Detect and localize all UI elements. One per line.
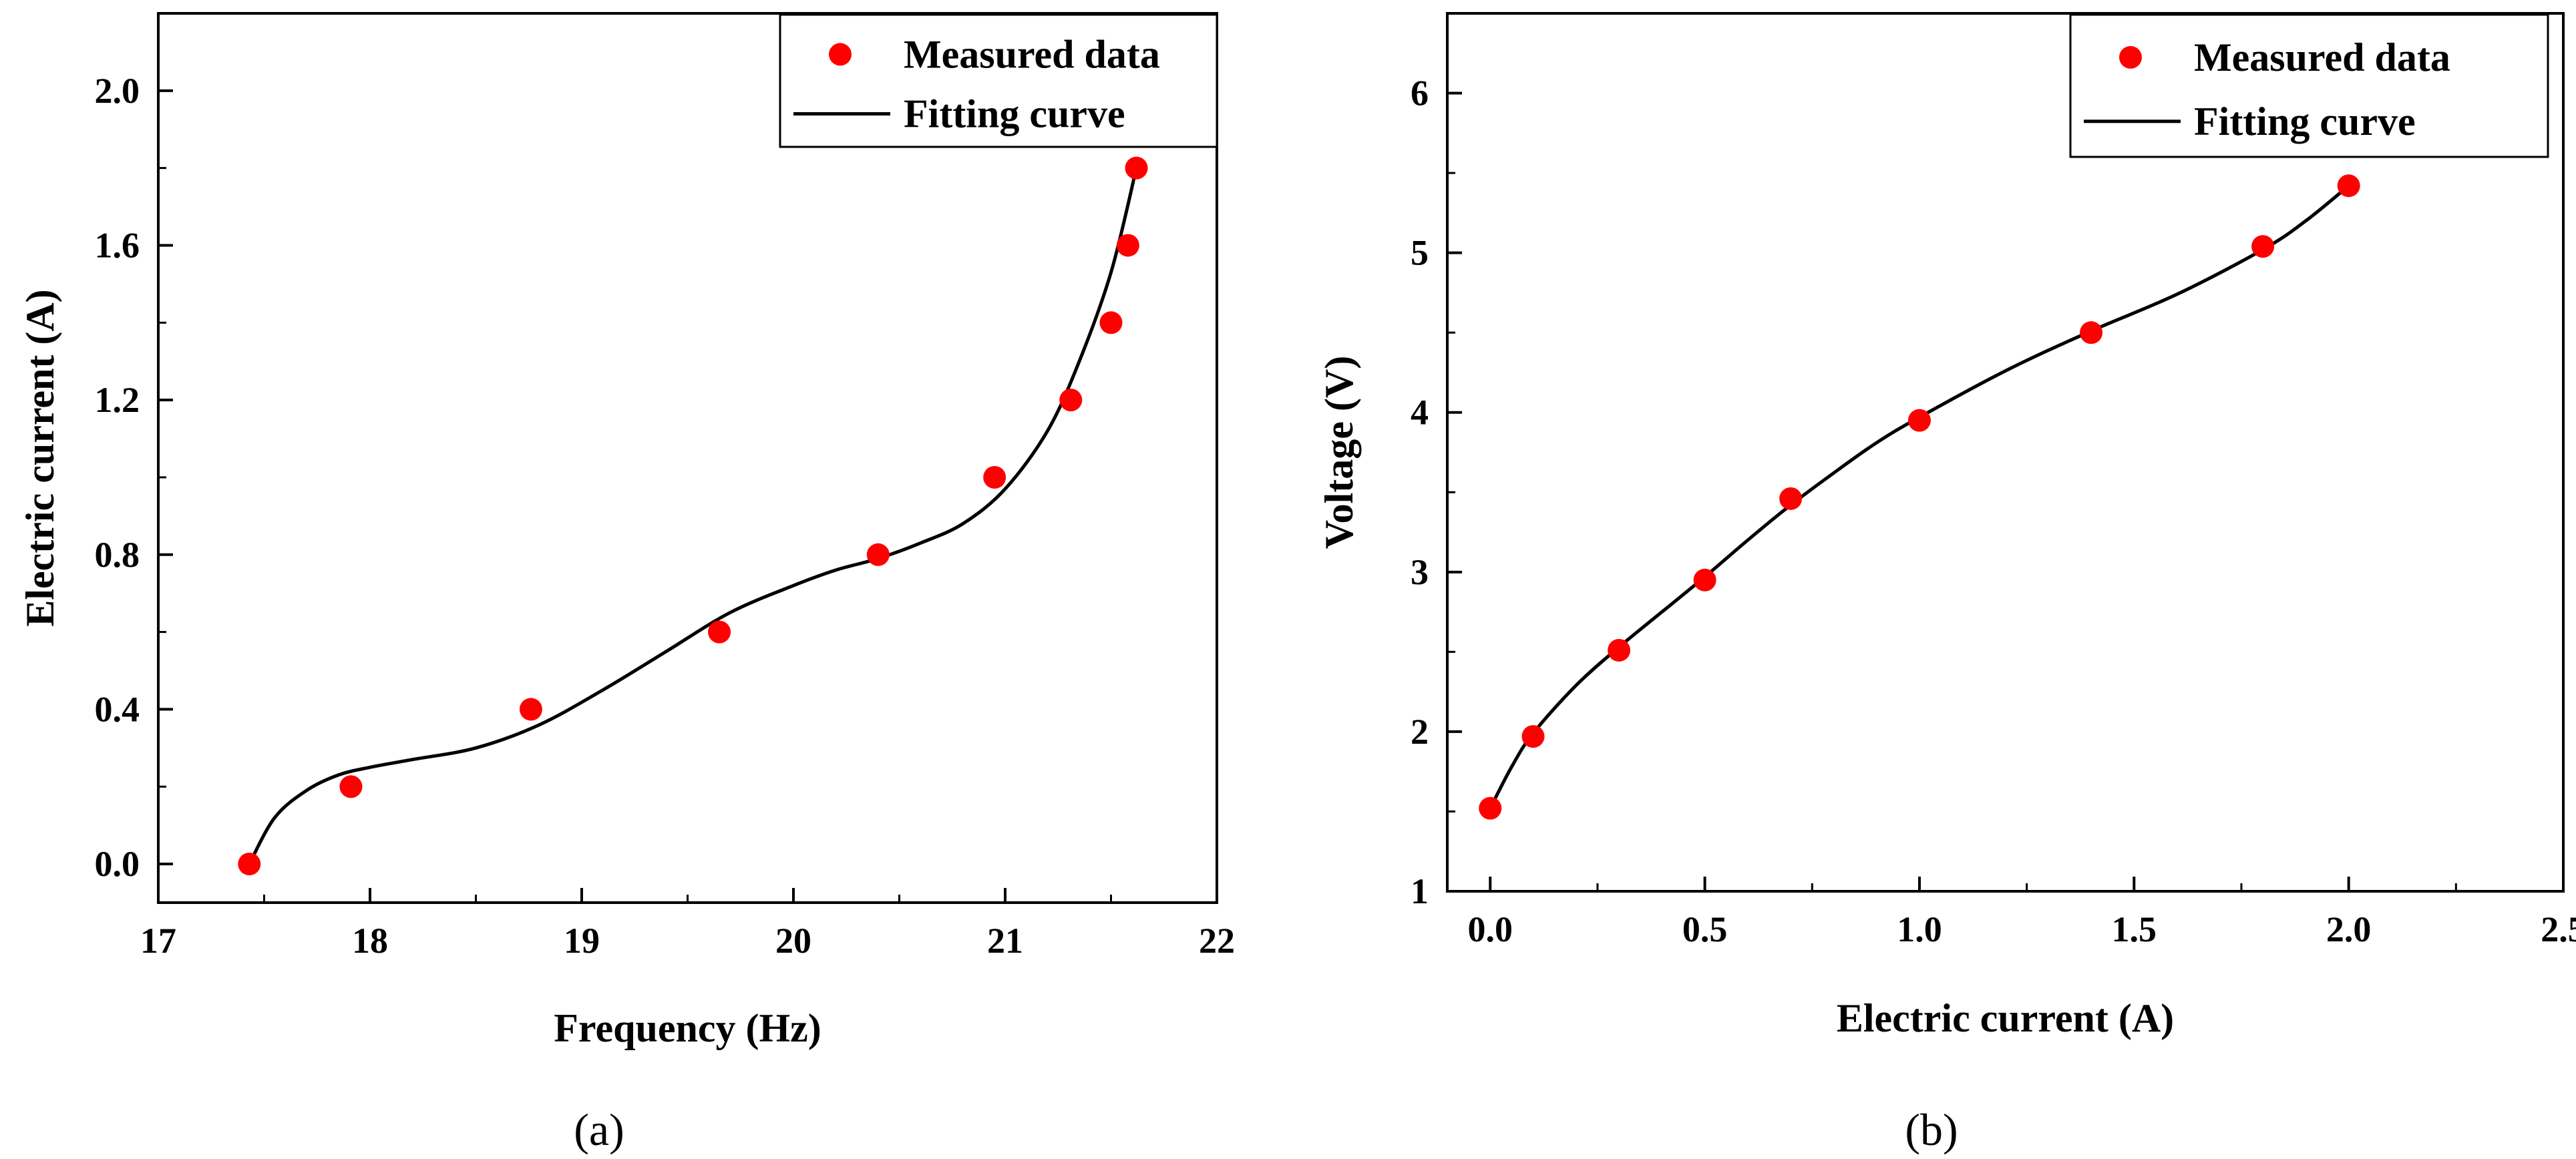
panel-a-data-point [519, 698, 542, 721]
panel-a-y-tick-label: 1.2 [95, 380, 140, 420]
panel-a-legend-box [779, 13, 1218, 148]
panel-a-y-tick-label: 0.4 [95, 689, 140, 729]
panel-a-y-tick-label: 2.0 [95, 71, 140, 111]
panel-b-y-tick-label: 4 [1411, 393, 1429, 433]
panel-a-chart: 17 18 19 20 21 22 0.0 0.4 0.8 1.2 1.6 2.0 Measured … [18, 12, 1235, 1155]
panel-a-data-point [1099, 311, 1123, 334]
panel-b-x-tick-label: 2.5 [2541, 909, 2576, 949]
panel-b-data-point [1907, 409, 1931, 432]
panel-b-x-tick-label: 0.5 [1682, 909, 1728, 949]
panel-b-data-point [1608, 638, 1631, 662]
panel-a-x-tick-label: 22 [1199, 921, 1235, 961]
panel-a-x-axis-label: Frequency (Hz) [554, 1006, 821, 1050]
panel-b-data-point [1779, 487, 1803, 510]
panel-a-y-tick-label: 0.0 [95, 844, 140, 884]
panel-a-data-point [866, 543, 890, 566]
panel-b-data-point [2080, 321, 2103, 344]
panel-b-y-tick-label: 1 [1411, 871, 1429, 911]
panel-b-data-point [1521, 725, 1545, 748]
panel-b-x-tick-label: 1.5 [2112, 909, 2157, 949]
panel-b-data-point [1479, 796, 1502, 820]
panel-b-y-tick-label: 2 [1411, 712, 1429, 752]
panel-b-legend-fitting-label: Fitting curve [2194, 99, 2416, 144]
panel-a-x-tick-label: 19 [564, 921, 600, 961]
panel-a-data-point [238, 853, 261, 876]
panel-a-data-point [983, 465, 1006, 489]
panel-a-x-tick-label: 20 [775, 921, 811, 961]
panel-a-x-tick-label: 17 [140, 921, 176, 961]
panel-b-y-tick-label: 5 [1411, 233, 1429, 273]
panel-b-data-point [2251, 235, 2275, 258]
panel-a-data-point [1116, 234, 1139, 257]
panel-b-x-axis-label: Electric current (A) [1837, 996, 2174, 1040]
panel-a-data-point [339, 775, 363, 798]
panel-a-data-point [708, 620, 731, 644]
panel-a-legend-measured-label: Measured data [904, 32, 1160, 76]
panel-b-y-tick-label: 6 [1411, 73, 1429, 113]
panel-a-x-tick-label: 21 [987, 921, 1023, 961]
panel-a-legend-marker [829, 43, 852, 66]
panel-a-y-tick-label: 0.8 [95, 535, 140, 575]
panel-a-legend-fitting-label: Fitting curve [904, 92, 1125, 136]
panel-b-fitting-curve [1489, 184, 2350, 809]
panel-b-y-tick-label: 3 [1411, 552, 1429, 592]
panel-a-legend: Measured data Fitting curve [779, 13, 1218, 148]
panel-a-data-point [1059, 389, 1083, 412]
panel-a-label: (a) [574, 1104, 624, 1155]
panel-b-legend-marker [2119, 45, 2142, 69]
panel-a-fitting-curve [248, 168, 1138, 865]
panel-b-plot-frame [1446, 12, 2565, 893]
panel-a-data-point [1125, 156, 1148, 180]
panel-b-label: (b) [1905, 1104, 1958, 1155]
panel-b-legend: Measured data Fitting curve [2069, 13, 2549, 158]
panel-b-x-tick-label: 2.0 [2326, 909, 2372, 949]
panel-b-data-point [1693, 568, 1716, 592]
panel-b-x-tick-label: 0.0 [1468, 909, 1513, 949]
panel-b-legend-box [2069, 13, 2549, 158]
panel-b-y-axis-label: Voltage (V) [1317, 356, 1361, 549]
panel-a-x-tick-label: 18 [352, 921, 388, 961]
panel-b-legend-measured-label: Measured data [2194, 35, 2450, 79]
panel-b-x-tick-label: 1.0 [1897, 909, 1942, 949]
panel-a-y-axis-label: Electric current (A) [18, 289, 62, 626]
panel-a-y-tick-label: 1.6 [95, 225, 140, 265]
panel-b-chart: 0.0 0.5 1.0 1.5 2.0 2.5 1 2 3 4 5 6 Measured data F… [1317, 12, 2576, 1155]
panel-b-data-point [2337, 174, 2360, 198]
